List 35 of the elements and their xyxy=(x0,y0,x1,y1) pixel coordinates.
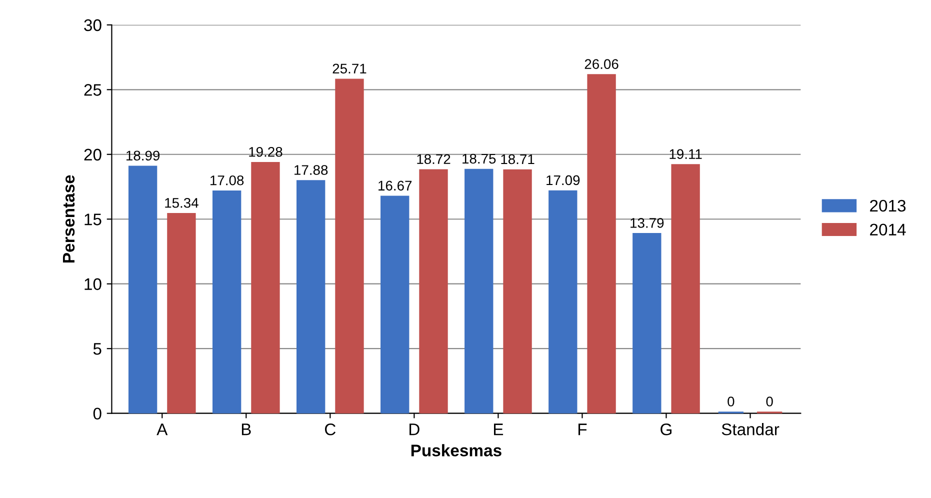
x-tick-label: G xyxy=(660,424,672,436)
legend-label: 2014 xyxy=(870,224,906,236)
data-label: 25.71 xyxy=(332,64,366,74)
y-tick-label: 10 xyxy=(84,278,102,290)
data-label: 16.67 xyxy=(378,180,412,191)
x-tick-label: E xyxy=(494,424,504,436)
data-label: 18.75 xyxy=(462,154,496,164)
data-label: 0 xyxy=(728,396,734,406)
y-tick-label: 30 xyxy=(84,19,102,32)
y-tick-label: 25 xyxy=(84,84,102,96)
x-tick-label: A xyxy=(156,424,168,436)
y-tick-label: 15 xyxy=(84,214,102,226)
y-axis-title: Persentase xyxy=(62,175,75,262)
data-label: 18.71 xyxy=(501,154,534,164)
x-tick-label: Standar xyxy=(722,423,780,436)
x-tick-label: B xyxy=(242,424,251,436)
data-label: 0 xyxy=(766,396,773,406)
x-tick-label: D xyxy=(410,424,420,436)
data-label: 17.08 xyxy=(210,175,244,186)
x-tick-label: F xyxy=(578,424,587,436)
data-label: 18.72 xyxy=(417,154,450,164)
data-label: 19.11 xyxy=(670,149,702,159)
data-label: 18.99 xyxy=(126,150,160,161)
data-label: 19.28 xyxy=(249,146,282,157)
data-label: 15.34 xyxy=(165,198,198,208)
legend-label: 2013 xyxy=(870,200,906,212)
y-tick-label: 0 xyxy=(93,408,102,420)
y-tick-label: 20 xyxy=(84,148,102,161)
data-label: 26.06 xyxy=(584,59,618,70)
data-label: 13.79 xyxy=(630,218,664,228)
x-axis-title: Puskesmas xyxy=(411,444,502,456)
data-label: 17.88 xyxy=(294,165,328,175)
x-tick-label: C xyxy=(324,424,336,436)
data-label: 17.09 xyxy=(546,175,580,186)
y-tick-label: 5 xyxy=(93,343,102,355)
